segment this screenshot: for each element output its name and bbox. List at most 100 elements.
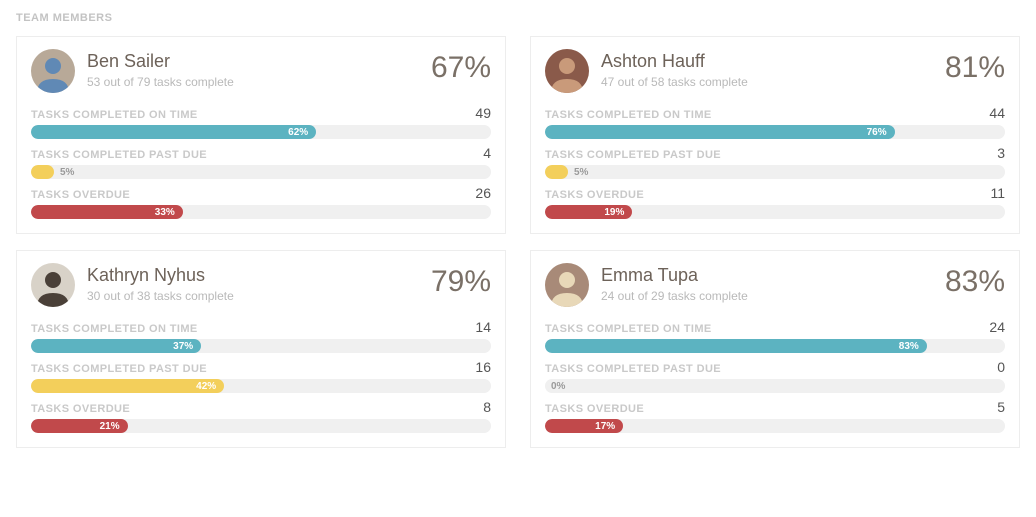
progress-fill: 19% bbox=[545, 205, 632, 219]
member-info: Ashton Hauff47 out of 58 tasks complete bbox=[601, 49, 945, 89]
member-grid: Ben Sailer 53 out of 79 tasks complete67%… bbox=[16, 36, 1020, 448]
metric-label: TASKS COMPLETED PAST DUE bbox=[545, 149, 721, 161]
member-percent: 67% bbox=[431, 49, 491, 83]
metric: TASKS COMPLETED PAST DUE 3 5% bbox=[545, 145, 1005, 179]
progress-percent-label: 5% bbox=[568, 167, 596, 178]
metric-row: TASKS OVERDUE 11 bbox=[545, 185, 1005, 201]
metric-row: TASKS COMPLETED PAST DUE 4 bbox=[31, 145, 491, 161]
member-subtitle: 24 out of 29 tasks complete bbox=[601, 289, 945, 303]
progress-percent-label: 21% bbox=[92, 421, 128, 432]
metric-label: TASKS OVERDUE bbox=[31, 403, 130, 415]
metric: TASKS COMPLETED PAST DUE 4 5% bbox=[31, 145, 491, 179]
metric-label: TASKS COMPLETED ON TIME bbox=[31, 109, 198, 121]
progress-track: 17% bbox=[545, 419, 1005, 433]
progress-percent-label: 5% bbox=[54, 167, 82, 178]
section-title: TEAM MEMBERS bbox=[16, 12, 1020, 24]
progress-percent-label: 42% bbox=[188, 381, 224, 392]
member-info: Ben Sailer 53 out of 79 tasks complete bbox=[87, 49, 431, 89]
metric-value: 5 bbox=[997, 399, 1005, 415]
progress-percent-label: 62% bbox=[280, 127, 316, 138]
metric-label: TASKS OVERDUE bbox=[31, 189, 130, 201]
metric-row: TASKS COMPLETED ON TIME 24 bbox=[545, 319, 1005, 335]
progress-percent-label: 17% bbox=[587, 421, 623, 432]
member-subtitle: 30 out of 38 tasks complete bbox=[87, 289, 431, 303]
metric: TASKS COMPLETED ON TIME 49 62% bbox=[31, 105, 491, 139]
metric-label: TASKS COMPLETED PAST DUE bbox=[31, 149, 207, 161]
member-card: Emma Tupa24 out of 29 tasks complete83%T… bbox=[530, 250, 1020, 448]
progress-fill: 76% bbox=[545, 125, 895, 139]
member-card-header: Ben Sailer 53 out of 79 tasks complete67% bbox=[31, 49, 491, 93]
metric-label: TASKS COMPLETED PAST DUE bbox=[545, 363, 721, 375]
metric: TASKS OVERDUE 26 33% bbox=[31, 185, 491, 219]
progress-percent-label: 37% bbox=[165, 341, 201, 352]
progress-track: 19% bbox=[545, 205, 1005, 219]
metric-row: TASKS COMPLETED ON TIME 49 bbox=[31, 105, 491, 121]
progress-fill: 62% bbox=[31, 125, 316, 139]
progress-track: 0% bbox=[545, 379, 1005, 393]
progress-track: 33% bbox=[31, 205, 491, 219]
progress-track: 37% bbox=[31, 339, 491, 353]
progress-percent-label: 19% bbox=[596, 207, 632, 218]
metric: TASKS COMPLETED ON TIME 24 83% bbox=[545, 319, 1005, 353]
progress-fill: 42% bbox=[31, 379, 224, 393]
progress-fill: 21% bbox=[31, 419, 128, 433]
metric-value: 16 bbox=[475, 359, 491, 375]
member-percent: 79% bbox=[431, 263, 491, 297]
metric-label: TASKS COMPLETED ON TIME bbox=[545, 109, 712, 121]
metric-value: 49 bbox=[475, 105, 491, 121]
metric-value: 11 bbox=[990, 185, 1005, 201]
member-card: Ashton Hauff47 out of 58 tasks complete8… bbox=[530, 36, 1020, 234]
metric-value: 3 bbox=[997, 145, 1005, 161]
metric-row: TASKS OVERDUE 26 bbox=[31, 185, 491, 201]
progress-percent-label: 76% bbox=[859, 127, 895, 138]
progress-track: 21% bbox=[31, 419, 491, 433]
metric-row: TASKS COMPLETED PAST DUE 16 bbox=[31, 359, 491, 375]
progress-fill: 37% bbox=[31, 339, 201, 353]
metric-row: TASKS COMPLETED PAST DUE 0 bbox=[545, 359, 1005, 375]
metric: TASKS OVERDUE 8 21% bbox=[31, 399, 491, 433]
progress-fill: 5% bbox=[545, 165, 568, 179]
member-info: Kathryn Nyhus 30 out of 38 tasks complete bbox=[87, 263, 431, 303]
member-percent: 83% bbox=[945, 263, 1005, 297]
metric-label: TASKS OVERDUE bbox=[545, 189, 644, 201]
member-card-header: Ashton Hauff47 out of 58 tasks complete8… bbox=[545, 49, 1005, 93]
metric: TASKS OVERDUE 11 19% bbox=[545, 185, 1005, 219]
avatar bbox=[545, 49, 589, 93]
progress-track: 76% bbox=[545, 125, 1005, 139]
metric: TASKS COMPLETED ON TIME1437% bbox=[31, 319, 491, 353]
member-card-header: Emma Tupa 24 out of 29 tasks complete83% bbox=[545, 263, 1005, 307]
progress-percent-label: 83% bbox=[891, 341, 927, 352]
metric: TASKS COMPLETED ON TIME44 76% bbox=[545, 105, 1005, 139]
member-name: Emma Tupa bbox=[601, 265, 945, 287]
member-percent: 81% bbox=[945, 49, 1005, 83]
metric: TASKS COMPLETED PAST DUE 0 0% bbox=[545, 359, 1005, 393]
member-name: Ben Sailer bbox=[87, 51, 431, 73]
metric-label: TASKS COMPLETED ON TIME bbox=[31, 323, 198, 335]
metric-row: TASKS OVERDUE 8 bbox=[31, 399, 491, 415]
progress-percent-label: 0% bbox=[545, 381, 573, 392]
metric-label: TASKS OVERDUE bbox=[545, 403, 644, 415]
member-info: Emma Tupa 24 out of 29 tasks complete bbox=[601, 263, 945, 303]
metric-label: TASKS COMPLETED ON TIME bbox=[545, 323, 712, 335]
member-card: Ben Sailer 53 out of 79 tasks complete67%… bbox=[16, 36, 506, 234]
metric-value: 4 bbox=[483, 145, 491, 161]
metric: TASKS COMPLETED PAST DUE 16 42% bbox=[31, 359, 491, 393]
progress-fill: 83% bbox=[545, 339, 927, 353]
avatar bbox=[31, 49, 75, 93]
progress-track: 5% bbox=[31, 165, 491, 179]
progress-fill: 33% bbox=[31, 205, 183, 219]
metric-label: TASKS COMPLETED PAST DUE bbox=[31, 363, 207, 375]
member-name: Ashton Hauff bbox=[601, 51, 945, 73]
progress-track: 5% bbox=[545, 165, 1005, 179]
metric-value: 8 bbox=[483, 399, 491, 415]
member-card: Kathryn Nyhus 30 out of 38 tasks complete… bbox=[16, 250, 506, 448]
avatar bbox=[545, 263, 589, 307]
progress-track: 62% bbox=[31, 125, 491, 139]
member-subtitle: 53 out of 79 tasks complete bbox=[87, 75, 431, 89]
metric-row: TASKS COMPLETED ON TIME44 bbox=[545, 105, 1005, 121]
progress-track: 83% bbox=[545, 339, 1005, 353]
metric-value: 24 bbox=[989, 319, 1005, 335]
metric-value: 0 bbox=[997, 359, 1005, 375]
member-name: Kathryn Nyhus bbox=[87, 265, 431, 287]
metric-value: 26 bbox=[475, 185, 491, 201]
